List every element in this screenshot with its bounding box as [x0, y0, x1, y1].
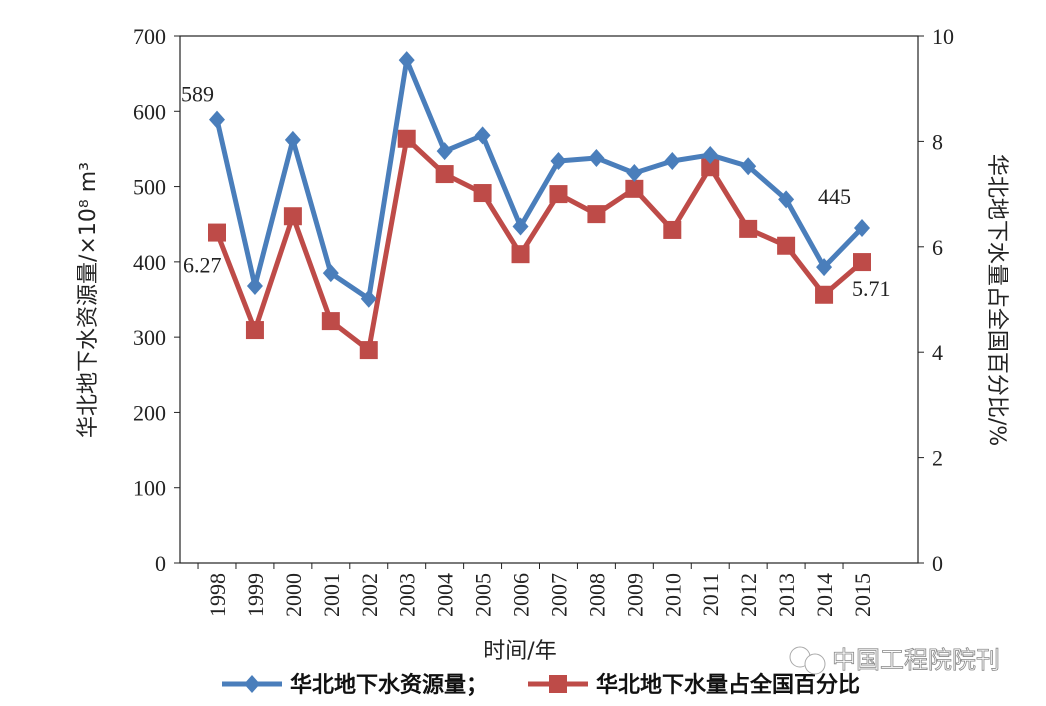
data-point-square	[435, 165, 454, 184]
y-right-tick-label: 10	[932, 24, 954, 49]
data-point-diamond	[702, 145, 719, 164]
y-right-tick-label: 0	[932, 551, 943, 576]
x-tick-label: 2001	[319, 573, 344, 617]
data-point-diamond	[512, 217, 529, 236]
data-point-square	[245, 321, 264, 340]
data-point-square	[511, 245, 530, 264]
series-national-share	[208, 129, 871, 360]
data-point-diamond	[209, 110, 225, 129]
plot-area	[179, 35, 919, 564]
x-tick-label: 1998	[205, 573, 230, 617]
data-point-diamond	[436, 142, 453, 161]
data-point-square	[663, 220, 682, 239]
data-point-square	[359, 341, 378, 360]
y-left-tick-label: 700	[133, 24, 166, 49]
data-point-diamond	[322, 264, 339, 283]
data-point-square	[853, 253, 871, 272]
x-tick-label: 2009	[622, 573, 647, 617]
data-point-square	[815, 285, 834, 304]
y-right-tick-label: 6	[932, 235, 943, 260]
y-left-tick-label: 200	[133, 400, 166, 425]
y-left-tick-label: 100	[133, 476, 166, 501]
x-tick-label: 2011	[698, 573, 723, 616]
y-axis-right-label: 华北地下水量占全国百分比/%	[984, 154, 1009, 446]
y-left-tick-label: 300	[133, 325, 166, 350]
x-tick-label: 2014	[812, 573, 837, 617]
data-label: 445	[818, 184, 851, 209]
data-point-square	[473, 184, 492, 203]
y-right-tick-label: 8	[932, 129, 943, 154]
data-point-square	[283, 207, 302, 226]
x-tick-label: 2010	[660, 573, 685, 617]
data-point-square	[625, 179, 644, 198]
x-tick-label: 2005	[471, 573, 496, 617]
x-axis-label: 时间/年	[483, 639, 556, 664]
watermark-logo: 中国工程院院刊	[789, 646, 1000, 675]
y-left-tick-label: 0	[155, 551, 166, 576]
x-tick-label: 2003	[395, 573, 420, 617]
x-tick-label: 2006	[509, 573, 534, 617]
data-point-square	[739, 219, 758, 238]
legend: 华北地下水资源量； 华北地下水量占全国百分比	[222, 672, 860, 698]
x-tick-label: 2004	[433, 573, 458, 617]
data-point-diamond	[284, 130, 301, 149]
x-tick-label: 1999	[243, 573, 268, 617]
y-right-tick-label: 4	[932, 340, 943, 365]
legend-label: 华北地下水量占全国百分比	[596, 672, 860, 698]
data-point-diamond	[816, 258, 833, 277]
x-tick-label: 2015	[850, 573, 875, 617]
x-tick-label: 2012	[736, 573, 761, 617]
y-left-tick-label: 400	[133, 250, 166, 275]
data-point-diamond	[360, 289, 377, 308]
x-tick-label: 2013	[774, 573, 799, 617]
data-point-diamond	[588, 148, 605, 167]
data-point-diamond	[246, 276, 263, 295]
data-point-square	[701, 158, 720, 177]
data-point-diamond	[778, 190, 795, 209]
x-tick-label: 2002	[357, 573, 382, 617]
data-point-diamond	[550, 151, 567, 170]
data-label: 5.71	[852, 276, 891, 301]
data-point-square	[587, 205, 606, 224]
data-point-square	[549, 185, 568, 204]
series-groundwater-volume	[209, 51, 870, 308]
data-point-square	[777, 236, 796, 255]
y-axis-left-label: 华北地下水资源量/×10⁸ m³	[76, 162, 101, 438]
data-point-diamond	[398, 51, 415, 70]
data-point-diamond	[854, 218, 870, 237]
data-point-square	[549, 675, 567, 693]
legend-label: 华北地下水资源量；	[290, 672, 488, 698]
data-point-diamond	[664, 151, 681, 170]
data-point-square	[208, 223, 226, 242]
data-point-diamond	[740, 157, 757, 176]
y-left-tick-label: 500	[133, 175, 166, 200]
svg-text:中国工程院院刊: 中国工程院院刊	[832, 646, 1000, 674]
data-point-diamond	[626, 164, 643, 183]
x-tick-label: 2007	[546, 573, 571, 617]
series-line	[214, 57, 864, 302]
x-tick-label: 2000	[281, 573, 306, 617]
data-label: 6.27	[183, 253, 222, 278]
x-tick-label: 2008	[584, 573, 609, 617]
series-line	[214, 136, 864, 353]
data-point-diamond	[474, 126, 491, 145]
data-point-square	[397, 129, 416, 148]
data-point-square	[321, 312, 340, 331]
y-right-tick-label: 2	[932, 446, 943, 471]
data-label: 589	[181, 82, 214, 107]
data-point-diamond	[244, 675, 260, 693]
y-left-tick-label: 600	[133, 99, 166, 124]
